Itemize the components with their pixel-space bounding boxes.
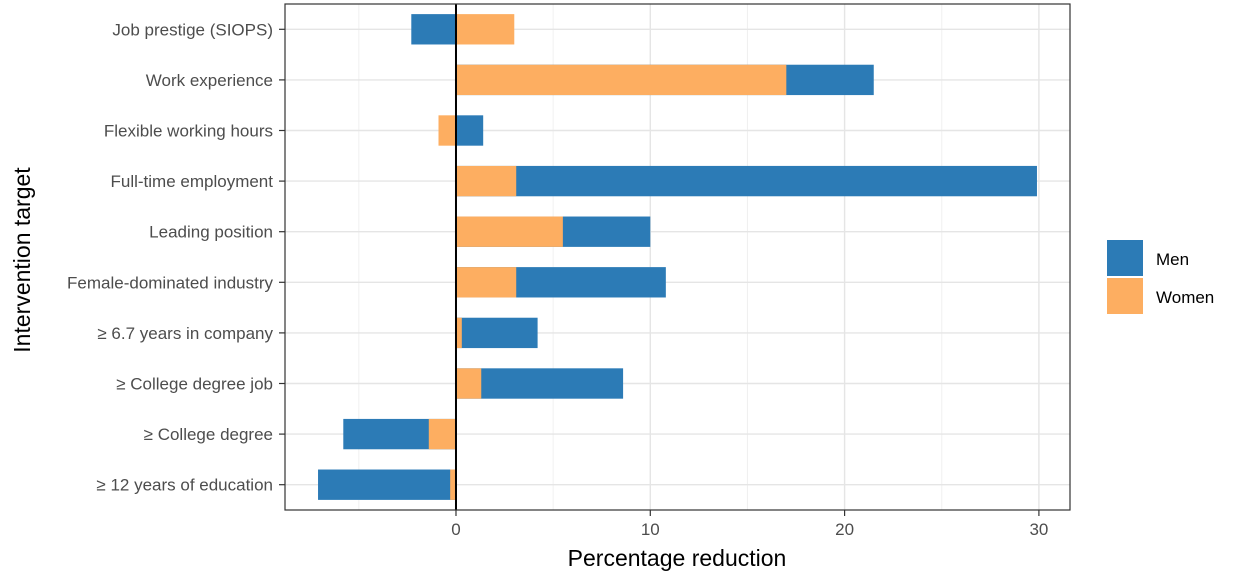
x-axis-title: Percentage reduction xyxy=(568,545,787,571)
bar-men-job-prestige-siops xyxy=(411,14,456,45)
bar-men-college-degree-job xyxy=(455,368,624,399)
bar-women-female-dominated-industry xyxy=(455,267,517,298)
x-tick-label: 0 xyxy=(451,520,460,539)
y-tick-label: ≥ 12 years of education xyxy=(96,476,273,495)
y-tick-label: Leading position xyxy=(149,223,273,242)
bar-men-full-time-employment xyxy=(455,165,1037,197)
bar-women-college-degree xyxy=(428,418,456,450)
legend-swatch-women xyxy=(1107,278,1143,314)
y-tick-label: Work experience xyxy=(146,71,273,90)
y-axis-title: Intervention target xyxy=(9,167,35,353)
y-tick-label: Job prestige (SIOPS) xyxy=(112,20,273,39)
y-tick-label: Full-time employment xyxy=(111,172,274,191)
bar-men-6-7-years-in-company xyxy=(455,317,538,349)
y-tick-label: ≥ College degree xyxy=(144,425,273,444)
x-tick-label: 10 xyxy=(641,520,660,539)
bar-women-work-experience xyxy=(455,64,787,96)
bar-women-leading-position xyxy=(455,216,563,247)
legend: Men Women xyxy=(1107,240,1214,314)
y-axis-labels: Job prestige (SIOPS) Work experience Flexi… xyxy=(67,20,285,495)
y-tick-label: ≥ College degree job xyxy=(116,375,273,394)
legend-label-women: Women xyxy=(1156,288,1214,307)
bar-men-flexible-working-hours xyxy=(455,115,484,146)
bar-women-flexible-working-hours xyxy=(438,115,456,146)
x-tick-label: 30 xyxy=(1029,520,1048,539)
y-tick-label: Female-dominated industry xyxy=(67,273,273,292)
bar-women-full-time-employment xyxy=(455,165,517,197)
y-tick-label: ≥ 6.7 years in company xyxy=(97,324,273,343)
bars xyxy=(318,14,1037,500)
y-tick-label: Flexible working hours xyxy=(104,122,273,141)
x-tick-label: 20 xyxy=(835,520,854,539)
legend-label-men: Men xyxy=(1156,250,1189,269)
x-axis-labels: 0 10 20 30 xyxy=(451,510,1048,539)
legend-swatch-men xyxy=(1107,240,1143,276)
bar-women-college-degree-job xyxy=(455,368,482,399)
bar-women-job-prestige-siops xyxy=(455,14,515,45)
bar-women-12-years-of-education xyxy=(450,469,456,500)
panel-border xyxy=(284,3,1071,511)
bar-men-12-years-of-education xyxy=(318,469,456,500)
bar-women-6-7-years-in-company xyxy=(455,317,462,349)
